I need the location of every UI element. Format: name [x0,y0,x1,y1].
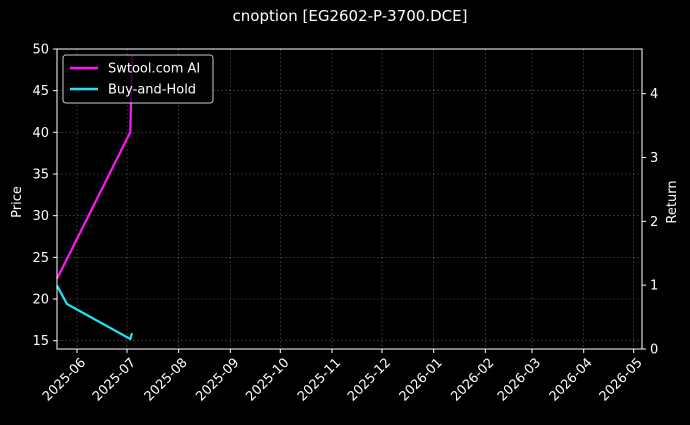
y-tick-label-left: 25 [32,251,49,266]
y-axis-right: 0 1 2 3 4 [642,87,658,358]
y-tick-label-right: 4 [650,87,658,102]
legend-box [62,54,214,104]
y-tick-label-left: 15 [32,334,49,349]
y-axis-left: 15 20 25 30 35 40 45 50 [32,43,57,349]
legend-label: Swtool.com AI [108,62,200,77]
y-tick-label-right: 1 [650,279,658,294]
y-tick-label-right: 3 [650,151,658,166]
y-tick-label-right: 0 [650,343,658,358]
y-tick-label-left: 50 [32,43,49,58]
y-tick-label-right: 2 [650,215,658,230]
plot-frame [56,48,643,350]
y-tick-label-left: 35 [32,168,49,183]
legend: Swtool.com AI Buy-and-Hold [62,54,214,104]
y-axis-title-right: Return [665,180,680,223]
y-axis-title-left: Price [10,186,25,218]
y-tick-label-left: 45 [32,84,49,99]
y-tick-label-left: 40 [32,126,49,141]
chart-title: cnoption [EG2602-P-3700.DCE] [233,7,468,25]
series-line-1 [56,285,134,341]
legend-label: Buy-and-Hold [108,83,196,98]
y-tick-label-left: 20 [32,293,49,308]
y-tick-label-left: 30 [32,209,49,224]
